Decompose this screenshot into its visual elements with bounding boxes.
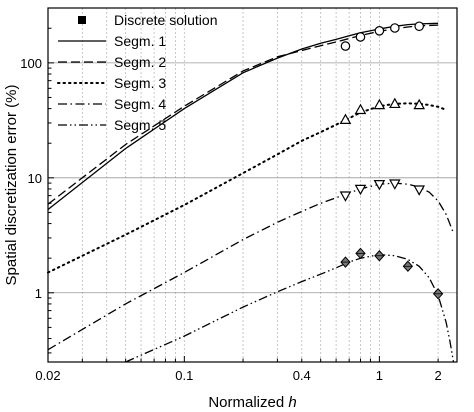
series-line-segm-2 [47, 24, 439, 205]
legend-label: Segm. 2 [114, 54, 166, 70]
x-axis-label: Normalized h [208, 394, 296, 411]
marker-triangle-down [354, 184, 367, 196]
y-tick-label: 100 [20, 56, 42, 71]
marker-triangle-up [373, 98, 386, 110]
x-tick-label: 0.1 [175, 368, 193, 383]
legend-swatch-square [78, 16, 86, 24]
marker-triangle-down [373, 180, 386, 191]
marker-triangle-up [389, 97, 401, 109]
marker-triangle-down [339, 191, 352, 202]
legend-item: Segm. 3 [57, 75, 166, 91]
legend-item: Segm. 1 [58, 33, 166, 49]
marker-diamond [340, 256, 351, 268]
x-tick-label: 1 [376, 368, 383, 383]
x-tick-label: 2 [434, 368, 441, 383]
y-axis-label: Spatial discretization error (%) [3, 85, 20, 286]
legend: Discrete solution Segm. 1 Segm. 2 Segm. 3 Se… [57, 12, 218, 133]
y-tick-label: 1 [35, 286, 42, 301]
marker-diamond [402, 260, 414, 273]
legend-item: Discrete solution [78, 12, 218, 28]
series-line-segm-4 [47, 182, 455, 351]
marker-circle [355, 32, 366, 42]
marker-diamond [432, 288, 444, 300]
axis-ticks: 0.02 0.1 0.4 1 2 1 10 100 [20, 7, 442, 383]
marker-triangle-up [413, 98, 426, 110]
marker-triangle-up [354, 103, 367, 115]
marker-layer [339, 21, 444, 300]
marker-circle [340, 41, 351, 51]
marker-circle [374, 26, 385, 36]
x-tick-label: 0.4 [293, 368, 311, 383]
marker-triangle-down [389, 179, 401, 190]
marker-triangle-up [339, 113, 352, 124]
legend-label: Segm. 1 [114, 33, 166, 49]
marker-diamond [355, 247, 366, 260]
marker-diamond [374, 249, 385, 262]
legend-item: Segm. 2 [58, 54, 166, 70]
legend-label: Discrete solution [114, 12, 218, 28]
marker-circle [390, 23, 400, 33]
legend-label: Segm. 3 [114, 75, 166, 91]
legend-item: Segm. 5 [58, 117, 166, 133]
legend-label: Segm. 4 [114, 96, 166, 112]
plot-frame [47, 7, 458, 363]
marker-triangle-down [413, 185, 426, 196]
x-axis-label-prefix: Normalized [208, 394, 288, 411]
legend-label: Segm. 5 [114, 117, 166, 133]
x-tick-label: 0.02 [35, 368, 60, 383]
legend-item: Segm. 4 [58, 96, 166, 112]
marker-circle [414, 21, 424, 32]
series-line-segm-5 [125, 253, 455, 363]
series-layer [47, 22, 455, 363]
x-axis-label-variable: h [288, 394, 296, 411]
series-line-segm-3 [47, 102, 448, 274]
y-tick-label: 10 [28, 171, 42, 186]
series-line-segm-1 [47, 22, 439, 211]
